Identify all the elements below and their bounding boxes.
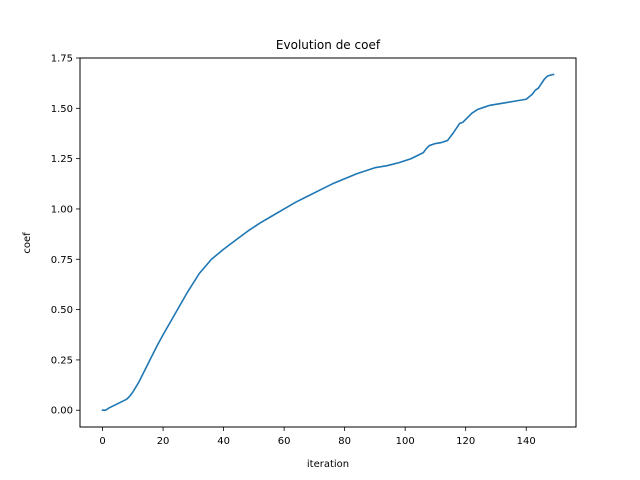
x-tick-label: 60 bbox=[278, 436, 291, 447]
y-tick-label: 1.00 bbox=[51, 204, 73, 215]
y-tick-label: 1.75 bbox=[51, 54, 73, 65]
x-tick-label: 40 bbox=[217, 436, 230, 447]
y-tick-label: 0.25 bbox=[51, 355, 73, 366]
chart-title: Evolution de coef bbox=[276, 38, 381, 52]
y-tick-label: 0.00 bbox=[51, 406, 73, 417]
x-tick-label: 0 bbox=[99, 436, 105, 447]
axes-frame bbox=[79, 57, 577, 428]
x-tick-label: 100 bbox=[396, 436, 415, 447]
y-tick-label: 0.75 bbox=[51, 255, 73, 266]
x-axis: 0 20 40 60 80 100 120 140 bbox=[99, 427, 536, 447]
y-axis-label: coef bbox=[22, 232, 33, 254]
x-tick-label: 140 bbox=[517, 436, 536, 447]
y-tick-label: 0.50 bbox=[51, 305, 73, 316]
series-line-0 bbox=[101, 73, 555, 412]
y-axis: 0.00 0.25 0.50 0.75 1.00 1.25 1.50 1.75 bbox=[51, 54, 80, 417]
plot-area bbox=[101, 73, 555, 412]
x-tick-label: 80 bbox=[338, 436, 351, 447]
x-tick-label: 120 bbox=[456, 436, 475, 447]
y-tick-label: 1.50 bbox=[51, 104, 73, 115]
x-axis-label: iteration bbox=[307, 459, 349, 470]
y-tick-label: 1.25 bbox=[51, 154, 73, 165]
x-tick-label: 20 bbox=[157, 436, 170, 447]
